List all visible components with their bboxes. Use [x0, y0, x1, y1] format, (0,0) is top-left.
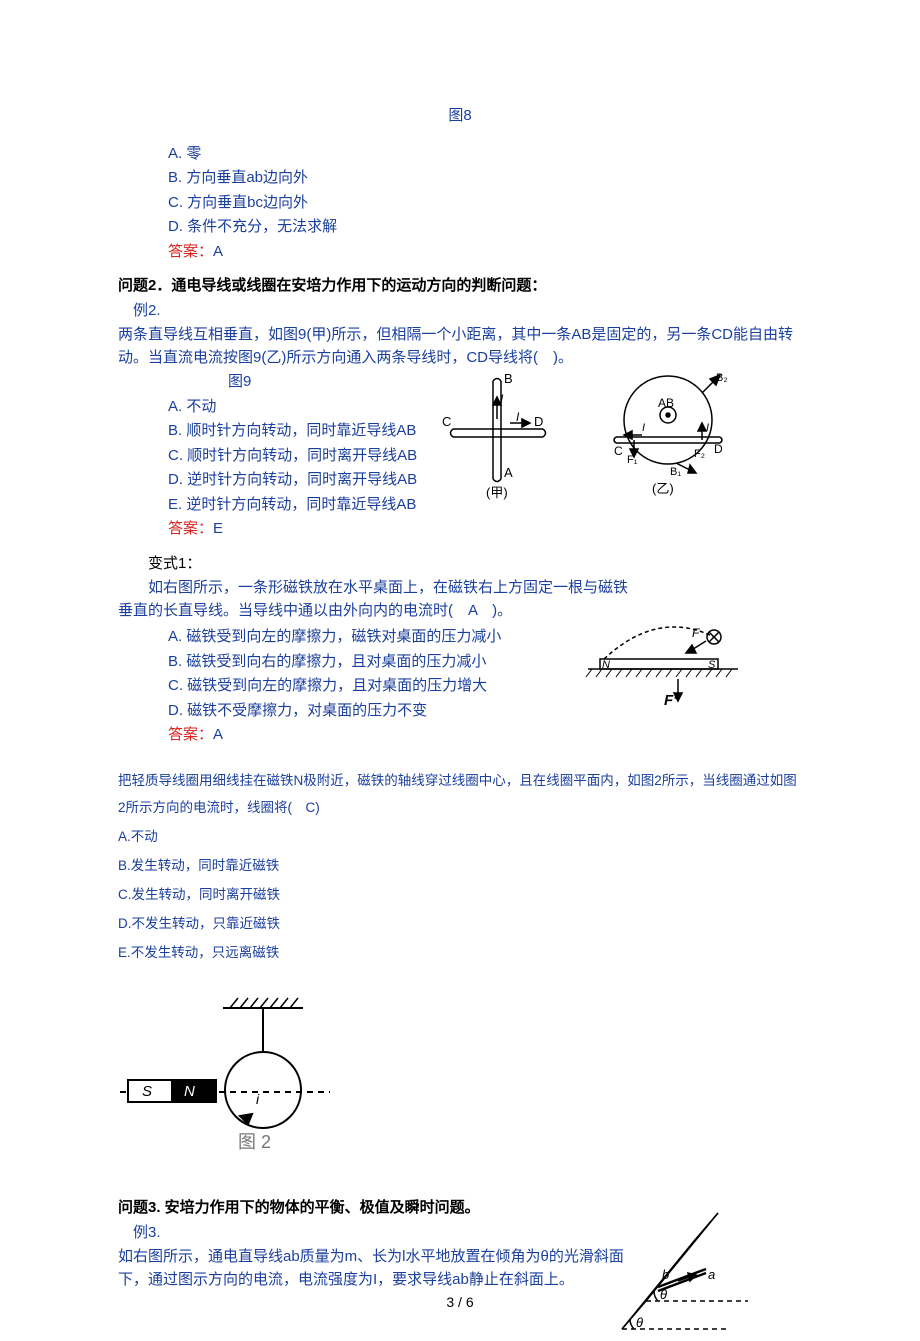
var1-diagram: N S F F'	[578, 619, 748, 714]
q3-block: 问题3. 安培力作用下的物体的平衡、极值及瞬时问题。 例3. 如右图所示，通电直…	[118, 1197, 802, 1291]
coil-i: i	[256, 1091, 260, 1107]
q1-opt-d: D. 条件不充分，无法求解	[168, 216, 802, 239]
var1-Fp: F'	[664, 692, 677, 709]
coil-caption: 图 2	[238, 1132, 271, 1152]
coil-S: S	[142, 1083, 152, 1100]
q3-b: b	[662, 1267, 669, 1282]
q2-block: 问题2．通电导线或线圈在安培力作用下的运动方向的判断问题： 例2. 两条直导线互…	[118, 275, 802, 541]
coil-diagram: S N i 图 2	[118, 994, 338, 1154]
q2-jia-B: B	[504, 371, 513, 386]
q2-jia-cap: (甲)	[486, 485, 508, 500]
coil-opt-e: E.不发生转动，只远离磁铁	[118, 939, 802, 966]
q1-opt-a: A. 零	[168, 143, 802, 166]
q2-jia-D: D	[534, 414, 543, 429]
q3-theta2: θ	[660, 1287, 667, 1302]
var1-F: F	[692, 626, 700, 640]
q2-diagram-yi: AB I I C F₁ F₂ D B₁ B₂ (乙)	[598, 365, 738, 500]
q2-yi-cap: (乙)	[652, 481, 674, 496]
coil-N: N	[184, 1083, 195, 1100]
q1-answer-label: 答案：	[168, 243, 213, 260]
q2-example-label: 例2.	[118, 300, 802, 323]
q3-theta1: θ	[636, 1315, 643, 1330]
q2-jia-I1: I	[500, 392, 504, 406]
q2-yi-F2: F₂	[694, 448, 705, 460]
coil-opt-d: D.不发生转动，只靠近磁铁	[118, 910, 802, 937]
q2-yi-I2: I	[706, 422, 709, 434]
var1-answer-label: 答案：	[168, 726, 213, 743]
q1-opt-c: C. 方向垂直bc边向外	[168, 192, 802, 215]
q2-answer-label: 答案：	[168, 520, 213, 537]
var1-title: 变式1：	[118, 553, 802, 576]
q2-yi-I1: I	[642, 422, 645, 434]
q1-opt-b: B. 方向垂直ab边向外	[168, 167, 802, 190]
q2-yi-C: C	[614, 444, 623, 458]
q2-jia-A: A	[504, 465, 513, 480]
fig8-label: 图8	[118, 105, 802, 128]
coil-opt-b: B.发生转动，同时靠近磁铁	[118, 852, 802, 879]
var1-block: 变式1： 如右图所示，一条形磁铁放在水平桌面上，在磁铁右上方固定一根与磁铁垂直的…	[118, 553, 802, 747]
q1-answer-val: A	[213, 243, 223, 260]
coil-opt-c: C.发生转动，同时离开磁铁	[118, 881, 802, 908]
var1-answer-val: A	[213, 726, 223, 743]
q2-jia-C: C	[442, 414, 451, 429]
coil-block: 把轻质导线圈用细线挂在磁铁N极附近，磁铁的轴线穿过线圈中心，且在线圈平面内，如图…	[118, 767, 802, 966]
q2-yi-D: D	[714, 442, 723, 456]
q2-yi-F1: F₁	[627, 454, 638, 466]
q2-yi-B: B₁	[670, 466, 681, 478]
q1-options: A. 零 B. 方向垂直ab边向外 C. 方向垂直bc边向外 D. 条件不充分，…	[118, 143, 802, 264]
page-number: 3 / 6	[446, 1292, 473, 1313]
q2-jia-I2: I	[516, 410, 520, 424]
q3-diagram: b a θ θ	[608, 1201, 758, 1341]
var1-S: S	[708, 659, 716, 671]
q2-title: 问题2．通电导线或线圈在安培力作用下的运动方向的判断问题：	[118, 277, 546, 294]
q2-answer-val: E	[213, 520, 223, 537]
q2-stem: 两条直导线互相垂直，如图9(甲)所示，但相隔一个小距离，其中一条AB是固定的，另…	[118, 324, 802, 369]
var1-N: N	[602, 659, 610, 671]
q2-yi-AB: AB	[658, 396, 674, 410]
q2-yi-B2: B₂	[716, 372, 728, 384]
q2-diagram-jia: B C I I D A (甲)	[438, 371, 558, 501]
var1-stem: 如右图所示，一条形磁铁放在水平桌面上，在磁铁右上方固定一根与磁铁垂直的长直导线。…	[118, 577, 802, 622]
coil-opt-a: A.不动	[118, 823, 802, 850]
q3-a: a	[708, 1267, 715, 1282]
coil-stem: 把轻质导线圈用细线挂在磁铁N极附近，磁铁的轴线穿过线圈中心，且在线圈平面内，如图…	[118, 767, 802, 821]
q3-title: 问题3. 安培力作用下的物体的平衡、极值及瞬时问题。	[118, 1199, 480, 1216]
